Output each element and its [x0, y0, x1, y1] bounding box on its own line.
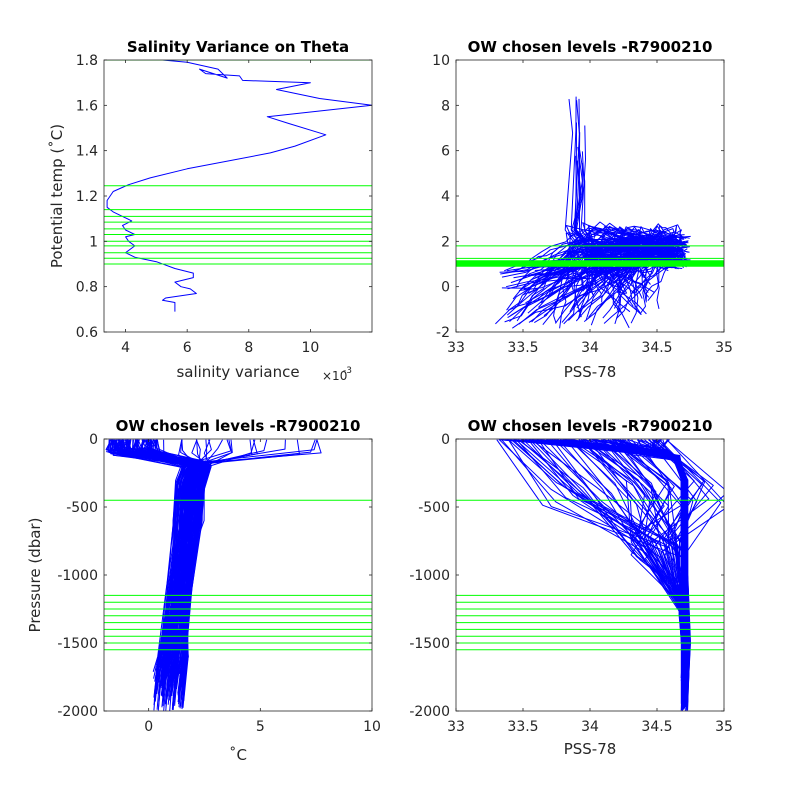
y-tick-label: 0: [441, 432, 450, 448]
y-tick-label: 1.8: [76, 53, 98, 69]
x-tick-label: 10: [363, 719, 381, 735]
ts-warm-profile-line: [573, 100, 615, 265]
chart-title-4: OW chosen levels -R7900210: [468, 417, 713, 435]
temperature-profile-line: [106, 439, 210, 678]
x-axis-label-1: salinity variance: [176, 363, 299, 381]
y-tick-label: 0: [441, 280, 450, 296]
x-axis-label-2: PSS-78: [564, 363, 617, 381]
plot-area: [104, 60, 372, 312]
y-tick-label: 1.4: [76, 144, 98, 160]
ts-warm-profile-line: [575, 122, 599, 265]
salinity-profile-line: [588, 439, 685, 679]
ts-warm-profile-line: [573, 163, 602, 265]
x-tick-label: 33.5: [507, 719, 538, 735]
x-tick-label: 34.5: [641, 719, 672, 735]
x-tick-label: 6: [183, 340, 192, 356]
salinity-profile-line: [617, 439, 683, 673]
x-tick-label: 34.5: [641, 340, 672, 356]
chart-title-3: OW chosen levels -R7900210: [116, 417, 361, 435]
x-axis-label-3: ˚C: [229, 746, 247, 764]
y-tick-label: 0.8: [76, 280, 98, 296]
temperature-profile-line: [109, 439, 202, 708]
temperature-profile-line: [149, 439, 208, 677]
x-tick-label: 5: [256, 719, 265, 735]
y-tick-label: 0: [89, 432, 98, 448]
y-tick-label: -2000: [57, 704, 98, 720]
y-tick-label: 10: [432, 53, 450, 69]
ts-profile-line: [603, 252, 685, 324]
temperature-profile-line: [147, 439, 189, 680]
ts-profile-line: [603, 243, 666, 287]
ts-warm-profile-line: [564, 99, 590, 265]
ts-profile-line: [595, 235, 687, 296]
panel-pressure-vs-salinity: 33 33.5 34 34.5 35 -2000 -1500 -1000 -500 0: [409, 432, 733, 735]
ts-warm-profile-line: [580, 125, 611, 265]
salinity-profile-line: [511, 439, 684, 710]
y-tick-label: -1500: [409, 636, 450, 652]
panel-pressure-vs-temperature: 0 5 10 -2000 -1500 -1000 -500 0: [57, 432, 381, 735]
ts-profile-line: [557, 246, 665, 284]
x-tick-label: 4: [121, 340, 130, 356]
y-tick-label: 1: [89, 234, 98, 250]
y-tick-label: -500: [66, 500, 98, 516]
x-tick-label: 0: [144, 719, 153, 735]
y-axis-label-3: Pressure (dbar): [26, 518, 44, 633]
y-tick-label: 2: [441, 234, 450, 250]
x-tick-label: 35: [715, 340, 733, 356]
y-tick-label: 1.6: [76, 98, 98, 114]
chart-title-1: Salinity Variance on Theta: [127, 38, 349, 56]
y-tick-label: 4: [441, 189, 450, 205]
y-tick-label: 8: [441, 98, 450, 114]
x-axis-exponent-base: ×10: [322, 369, 347, 383]
x-tick-label: 33: [447, 719, 465, 735]
x-tick-label: 8: [244, 340, 253, 356]
plot-area: [104, 439, 372, 711]
y-tick-label: -1500: [57, 636, 98, 652]
x-tick-label: 34: [581, 719, 599, 735]
panel-salinity-variance-on-theta: 4 6 8 10 0.6 0.8 1 1.2 1.4 1.6 1.8: [76, 53, 373, 356]
y-tick-label: -500: [418, 500, 450, 516]
x-tick-label: 10: [301, 340, 319, 356]
y-tick-label: -1000: [57, 568, 98, 584]
y-axis-label-1: Potential temp (˚C): [48, 124, 66, 268]
ts-profile-line: [616, 231, 676, 294]
ts-profile-line: [525, 236, 679, 304]
chart-title-2: OW chosen levels -R7900210: [468, 38, 713, 56]
x-axis-exponent: -3: [343, 366, 352, 376]
y-tick-label: -2: [436, 325, 450, 341]
ts-profile-line: [614, 228, 679, 325]
temperature-profile-line: [147, 439, 194, 706]
y-tick-label: -2000: [409, 704, 450, 720]
ts-profile-line: [530, 242, 683, 287]
panel-theta-vs-salinity: 33 33.5 34 34.5 35 -2 0 2 4 6 8 10: [432, 53, 733, 356]
y-tick-label: 1.2: [76, 189, 98, 205]
x-tick-label: 34: [581, 340, 599, 356]
x-tick-label: 33.5: [507, 340, 538, 356]
temperature-profile-line: [133, 439, 192, 710]
y-tick-label: 6: [441, 144, 450, 160]
plot-area: [456, 96, 724, 329]
x-tick-label: 33: [447, 340, 465, 356]
x-tick-label: 35: [715, 719, 733, 735]
ts-profile-line: [613, 223, 686, 309]
ts-warm-profile-line: [570, 96, 592, 265]
x-axis-label-4: PSS-78: [564, 740, 617, 758]
plot-area: [456, 439, 724, 711]
y-tick-label: 0.6: [76, 325, 98, 341]
y-tick-label: -1000: [409, 568, 450, 584]
